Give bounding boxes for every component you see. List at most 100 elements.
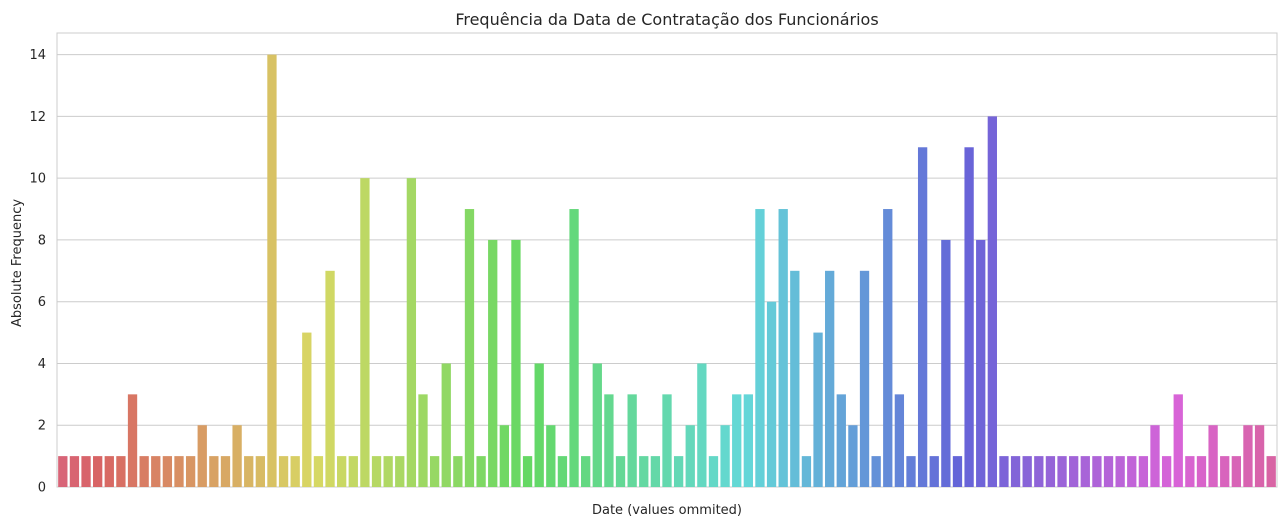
bar xyxy=(766,301,777,487)
bar xyxy=(522,456,533,487)
bar xyxy=(1022,456,1032,487)
bar xyxy=(93,456,103,487)
bar xyxy=(58,456,68,487)
bar xyxy=(1092,456,1102,487)
bar xyxy=(488,239,498,487)
bar xyxy=(1196,456,1207,487)
bar xyxy=(743,394,753,487)
bar xyxy=(871,456,881,487)
bar xyxy=(313,456,324,487)
bar xyxy=(976,239,986,487)
bar xyxy=(395,456,405,487)
bar xyxy=(267,54,277,488)
bar xyxy=(1220,456,1230,487)
bar xyxy=(302,332,312,487)
bar xyxy=(581,456,591,487)
bar xyxy=(569,209,579,488)
bar xyxy=(987,116,997,487)
bar xyxy=(848,425,858,487)
bar xyxy=(1231,456,1241,487)
bar xyxy=(546,425,556,487)
bar xyxy=(662,394,672,487)
bar xyxy=(185,456,196,487)
bar xyxy=(1080,456,1090,487)
bar xyxy=(859,270,870,487)
y-tick-label: 14 xyxy=(29,48,46,63)
bar xyxy=(69,456,80,487)
bar xyxy=(116,456,126,487)
y-tick-label: 8 xyxy=(38,233,46,248)
bar xyxy=(825,270,835,487)
y-tick-label: 12 xyxy=(29,110,46,125)
bar xyxy=(720,425,730,487)
x-axis-label: Date (values ommited) xyxy=(592,503,742,518)
bar xyxy=(1208,425,1218,487)
bar xyxy=(197,425,207,487)
bar xyxy=(464,209,475,488)
bar xyxy=(906,456,916,487)
bar xyxy=(255,456,265,487)
bar xyxy=(290,456,300,487)
bar xyxy=(1057,456,1067,487)
bar xyxy=(383,456,393,487)
bar xyxy=(278,456,289,487)
bar xyxy=(999,456,1009,487)
y-tick-label: 2 xyxy=(38,419,46,434)
bar xyxy=(127,394,138,487)
bar xyxy=(1127,456,1137,487)
bar xyxy=(1185,456,1195,487)
bar xyxy=(697,363,707,487)
bar xyxy=(732,394,742,487)
bar xyxy=(337,456,347,487)
bar xyxy=(244,456,254,487)
bar xyxy=(162,456,173,487)
bar xyxy=(1138,456,1149,487)
bar xyxy=(139,456,149,487)
bar xyxy=(650,456,661,487)
bar xyxy=(441,363,451,487)
bar xyxy=(941,239,951,487)
bar xyxy=(81,456,91,487)
bar xyxy=(1010,456,1021,487)
bar xyxy=(592,363,602,487)
bar xyxy=(813,332,823,487)
bar xyxy=(1173,394,1183,487)
bar xyxy=(639,456,649,487)
bar xyxy=(790,270,800,487)
bar xyxy=(1266,456,1276,487)
bar xyxy=(1045,456,1056,487)
bar xyxy=(348,456,358,487)
bar xyxy=(209,456,219,487)
bar xyxy=(673,456,684,487)
bar xyxy=(360,178,370,487)
bar xyxy=(755,209,765,488)
bar xyxy=(952,456,963,487)
y-tick-label: 4 xyxy=(38,357,46,372)
axes: Frequência da Data de Contratação dos Fu… xyxy=(10,10,879,518)
bar xyxy=(1254,425,1265,487)
bar xyxy=(371,456,382,487)
bar xyxy=(429,456,440,487)
bar xyxy=(708,456,719,487)
bar xyxy=(418,394,428,487)
bar xyxy=(615,456,626,487)
bar xyxy=(685,425,695,487)
bar xyxy=(627,394,637,487)
bars xyxy=(58,54,1276,488)
y-tick-label: 10 xyxy=(29,172,46,187)
bar xyxy=(151,456,161,487)
bar xyxy=(1161,456,1172,487)
y-axis-label: Absolute Frequency xyxy=(10,199,25,327)
bar xyxy=(104,456,114,487)
bar xyxy=(917,147,928,487)
chart-title: Frequência da Data de Contratação dos Fu… xyxy=(455,10,878,29)
bar xyxy=(836,394,846,487)
bar xyxy=(1150,425,1160,487)
bar xyxy=(174,456,184,487)
bar xyxy=(325,270,335,487)
bar xyxy=(511,239,521,487)
bar xyxy=(964,147,974,487)
bar xyxy=(801,456,812,487)
